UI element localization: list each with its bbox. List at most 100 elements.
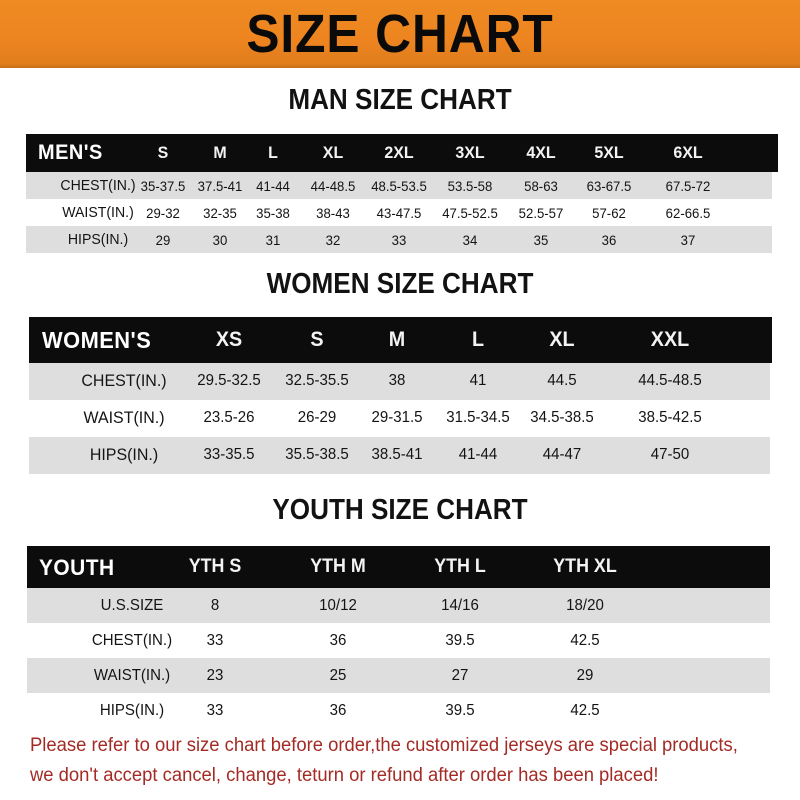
men-chest-m: 37.5-41 <box>197 178 243 194</box>
men-size-header-m: M <box>213 143 227 162</box>
women-row-label-chest: CHEST(IN.) <box>81 371 167 390</box>
table-row: HIPS(IN.) 33 36 39.5 42.5 <box>27 693 770 728</box>
youth-row-label-us-size: U.S.SIZE <box>100 597 164 614</box>
youth-row-label-chest: CHEST(IN.) <box>91 632 173 649</box>
women-chest-s: 32.5-35.5 <box>285 372 349 389</box>
men-size-header-5xl: 5XL <box>594 143 624 162</box>
women-chest-xl: 44.5 <box>547 372 577 389</box>
men-size-header-4xl: 4XL <box>526 143 556 162</box>
youth-hips-m: 36 <box>329 702 347 719</box>
women-table-header-row: WOMEN'S XS S M L XL XXL <box>29 317 772 363</box>
men-hips-2xl: 33 <box>391 232 407 248</box>
men-waist-m: 32-35 <box>203 205 237 221</box>
men-size-table: MEN'S S M L XL 2XL 3XL 4XL 5XL 6XL CHEST… <box>26 134 778 253</box>
men-chest-s: 35-37.5 <box>140 178 186 194</box>
men-row-label-hips: HIPS(IN.) <box>67 231 129 248</box>
page-banner: SIZE CHART <box>0 0 800 68</box>
men-chest-6xl: 67.5-72 <box>665 178 711 194</box>
table-row: WAIST(IN.) 23 25 27 29 <box>27 658 770 693</box>
men-size-header-2xl: 2XL <box>384 143 414 162</box>
table-row: WAIST(IN.) 23.5-26 26-29 29-31.5 31.5-34… <box>29 400 770 437</box>
page-title: SIZE CHART <box>246 4 554 64</box>
youth-ussize-xl: 18/20 <box>566 597 604 614</box>
youth-hips-xl: 42.5 <box>570 702 600 719</box>
women-waist-xs: 23.5-26 <box>203 409 255 426</box>
man-section-title: MAN SIZE CHART <box>288 84 512 116</box>
youth-ussize-s: 8 <box>210 597 220 614</box>
youth-waist-m: 25 <box>329 667 347 684</box>
men-waist-3xl: 47.5-52.5 <box>442 205 498 221</box>
youth-chest-xl: 42.5 <box>570 632 600 649</box>
men-hips-3xl: 34 <box>462 232 478 248</box>
men-size-header-s: S <box>157 143 169 162</box>
table-row: HIPS(IN.) 29 30 31 32 33 34 35 36 37 <box>26 226 772 253</box>
youth-size-table: YOUTH YTH S YTH M YTH L YTH XL U.S.SIZE … <box>27 546 770 728</box>
youth-header-label: YOUTH <box>39 555 115 580</box>
men-chest-4xl: 58-63 <box>524 178 558 194</box>
women-row-label-hips: HIPS(IN.) <box>89 445 159 464</box>
men-chest-xl: 44-48.5 <box>310 178 356 194</box>
youth-ussize-l: 14/16 <box>441 597 479 614</box>
men-chest-3xl: 53.5-58 <box>447 178 493 194</box>
women-waist-s: 26-29 <box>297 409 337 426</box>
youth-hips-l: 39.5 <box>445 702 475 719</box>
men-waist-s: 29-32 <box>146 205 180 221</box>
women-size-header-s: S <box>310 328 324 351</box>
women-waist-l: 31.5-34.5 <box>446 409 510 426</box>
men-waist-xl: 38-43 <box>316 205 350 221</box>
women-row-label-waist: WAIST(IN.) <box>83 408 165 427</box>
women-chest-xs: 29.5-32.5 <box>197 372 261 389</box>
men-hips-m: 30 <box>212 232 228 248</box>
table-row: U.S.SIZE 8 10/12 14/16 18/20 <box>27 588 770 623</box>
men-waist-4xl: 52.5-57 <box>518 205 564 221</box>
men-hips-4xl: 35 <box>533 232 549 248</box>
women-chest-m: 38 <box>388 372 406 389</box>
youth-size-header-s: YTH S <box>188 556 242 577</box>
women-size-table: WOMEN'S XS S M L XL XXL CHEST(IN.) 29.5-… <box>29 317 772 474</box>
youth-chest-m: 36 <box>329 632 347 649</box>
women-size-header-xxl: XXL <box>650 328 690 351</box>
men-waist-6xl: 62-66.5 <box>665 205 711 221</box>
youth-hips-s: 33 <box>206 702 224 719</box>
women-waist-xxl: 38.5-42.5 <box>638 409 702 426</box>
women-size-header-l: L <box>471 328 485 351</box>
youth-ussize-m: 10/12 <box>319 597 357 614</box>
women-hips-s: 35.5-38.5 <box>285 446 349 463</box>
youth-chest-s: 33 <box>206 632 224 649</box>
men-hips-s: 29 <box>155 232 171 248</box>
women-chest-l: 41 <box>469 372 487 389</box>
men-row-label-chest: CHEST(IN.) <box>60 177 136 194</box>
women-hips-xl: 44-47 <box>542 446 582 463</box>
men-waist-2xl: 43-47.5 <box>376 205 422 221</box>
men-hips-5xl: 36 <box>601 232 617 248</box>
women-section-title: WOMEN SIZE CHART <box>266 268 534 300</box>
women-size-header-xl: XL <box>549 328 575 351</box>
table-row: CHEST(IN.) 29.5-32.5 32.5-35.5 38 41 44.… <box>29 363 770 400</box>
women-hips-xs: 33-35.5 <box>203 446 255 463</box>
men-hips-6xl: 37 <box>680 232 696 248</box>
men-table-header-row: MEN'S S M L XL 2XL 3XL 4XL 5XL 6XL <box>26 134 778 172</box>
table-row: CHEST(IN.) 33 36 39.5 42.5 <box>27 623 770 658</box>
youth-waist-s: 23 <box>206 667 224 684</box>
youth-size-header-m: YTH M <box>310 556 366 577</box>
return-policy-line-2: we don't accept cancel, change, teturn o… <box>30 765 659 786</box>
men-hips-l: 31 <box>265 232 281 248</box>
youth-row-label-hips: HIPS(IN.) <box>99 702 165 719</box>
men-chest-2xl: 48.5-53.5 <box>371 178 427 194</box>
men-chest-5xl: 63-67.5 <box>586 178 632 194</box>
women-waist-m: 29-31.5 <box>371 409 423 426</box>
women-chest-xxl: 44.5-48.5 <box>638 372 702 389</box>
men-size-header-3xl: 3XL <box>455 143 485 162</box>
youth-section-title: YOUTH SIZE CHART <box>272 494 528 526</box>
men-header-label: MEN'S <box>38 141 103 164</box>
women-waist-xl: 34.5-38.5 <box>530 409 594 426</box>
youth-waist-xl: 29 <box>576 667 594 684</box>
table-row: HIPS(IN.) 33-35.5 35.5-38.5 38.5-41 41-4… <box>29 437 770 474</box>
women-header-label: WOMEN'S <box>42 327 152 353</box>
table-row: WAIST(IN.) 29-32 32-35 35-38 38-43 43-47… <box>26 199 772 226</box>
women-size-header-xs: XS <box>215 328 243 351</box>
men-row-label-waist: WAIST(IN.) <box>62 204 134 221</box>
youth-waist-l: 27 <box>451 667 469 684</box>
youth-size-header-l: YTH L <box>434 556 486 577</box>
men-hips-xl: 32 <box>325 232 341 248</box>
